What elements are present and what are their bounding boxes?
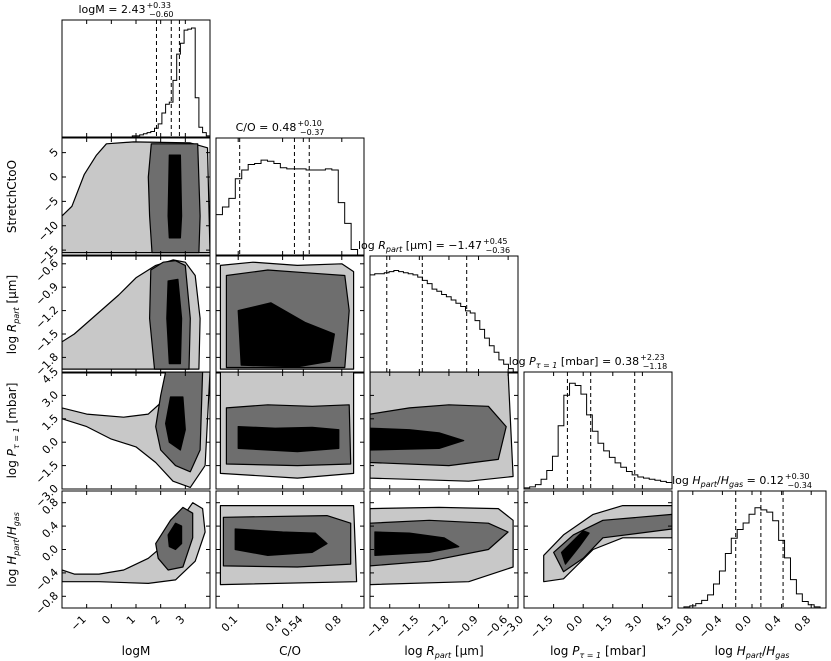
contour-level-1 xyxy=(560,530,590,565)
y-tick-label: −0.4 xyxy=(33,566,61,594)
x-tick-label: −0.4 xyxy=(696,613,724,641)
y-tick-label: −1.5 xyxy=(33,327,61,355)
contours-rpart_ptau xyxy=(370,372,514,482)
x-tick-label: −1.5 xyxy=(393,613,421,641)
y-axis-label-hpart: log Hpart/Hgas xyxy=(5,512,21,587)
contour-level-1 xyxy=(237,426,340,453)
contour-level-1 xyxy=(370,427,465,451)
x-tick-label: 1.5 xyxy=(593,613,615,635)
contours-logM_stretch xyxy=(62,141,210,254)
contour-level-1 xyxy=(374,531,460,556)
contour-level-1 xyxy=(167,522,183,551)
contour-level-1 xyxy=(167,154,183,239)
y-tick-label: −0.8 xyxy=(33,589,61,617)
contour-level-1 xyxy=(234,528,328,556)
hist-title-co: C/O = 0.48+0.10 −0.37 xyxy=(236,119,325,137)
histogram-co xyxy=(215,159,364,256)
x-tick-label: 3.0 xyxy=(623,613,645,635)
y-axis-label-ptau: log Pτ = 1 [mbar] xyxy=(5,383,21,479)
contours-ptau_hpart xyxy=(543,505,672,583)
y-tick-label: 0 xyxy=(47,170,61,184)
x-tick-label: 0.8 xyxy=(792,613,814,635)
hist-panel-co xyxy=(215,137,365,256)
y-tick-label: 3.0 xyxy=(40,388,62,410)
x-tick-label: 0.54 xyxy=(279,613,306,640)
x-tick-label: −1.2 xyxy=(423,613,451,641)
y-tick-label: −0.9 xyxy=(33,280,61,308)
x-tick-label: 0.0 xyxy=(733,613,755,635)
histogram-ptau xyxy=(523,382,673,489)
y-axis-label-stretch: StretchCtoO xyxy=(5,160,19,233)
x-tick-label: 2 xyxy=(149,613,163,627)
histogram-hpart xyxy=(678,507,826,609)
x-tick-label: 1 xyxy=(124,613,138,627)
x-axis-label-co: C/O xyxy=(279,644,301,658)
y-tick-label: 1.5 xyxy=(40,412,62,434)
x-tick-label: 0.1 xyxy=(219,613,241,635)
x-tick-label: 0.4 xyxy=(762,613,784,635)
hist-title-rpart: log Rpart [µm] = −1.47+0.45 −0.36 xyxy=(358,237,510,255)
y-tick-label: −1.5 xyxy=(33,459,61,487)
y-tick-label: 0.4 xyxy=(40,519,62,541)
contours-logM_ptau xyxy=(62,372,210,488)
x-tick-label: 3 xyxy=(173,613,187,627)
x-axis-label-logM: logM xyxy=(122,644,151,658)
contours-co_ptau xyxy=(219,372,355,479)
contours-co_hpart xyxy=(219,505,358,586)
y-tick-label: −10 xyxy=(36,219,62,245)
x-tick-label: 0.8 xyxy=(322,613,344,635)
histogram-rpart xyxy=(369,270,519,373)
y-tick-label: −1.2 xyxy=(33,304,61,332)
hist-panel-hpart xyxy=(677,490,827,609)
hist-panel-rpart xyxy=(369,255,519,374)
contour-level-1 xyxy=(166,278,183,365)
x-tick-label: −1 xyxy=(68,613,89,634)
hist-panel-ptau xyxy=(523,371,673,490)
x-axis-label-ptau: log Pτ = 1 [mbar] xyxy=(550,644,646,660)
contours-logM_rpart xyxy=(62,259,201,370)
hist-title-ptau: log Pτ = 1 [mbar] = 0.38+2.23 −1.18 xyxy=(509,353,667,371)
y-tick-label: 5 xyxy=(47,146,61,160)
contour-level-1 xyxy=(165,396,186,451)
x-axis-label-rpart: log Rpart [µm] xyxy=(404,644,483,660)
contour-level-1 xyxy=(237,302,335,368)
x-tick-label: 0.0 xyxy=(564,613,586,635)
y-tick-label: 0.0 xyxy=(40,435,62,457)
hist-title-logM: logM = 2.43+0.33 −0.60 xyxy=(79,1,174,19)
x-tick-label: 0 xyxy=(99,613,113,627)
x-tick-label: −0.8 xyxy=(667,613,695,641)
contour-level-2 xyxy=(553,513,672,573)
x-tick-label: −1.5 xyxy=(528,613,556,641)
hist-panel-logM xyxy=(61,19,211,138)
contours-co_rpart xyxy=(219,261,355,370)
x-tick-label: −0.9 xyxy=(453,613,481,641)
y-axis-label-rpart: log Rpart [µm] xyxy=(5,275,21,354)
hist-title-hpart: log Hpart/Hgas = 0.12+0.30 −0.34 xyxy=(672,472,812,490)
x-tick-label: −1.8 xyxy=(364,613,392,641)
contours-rpart_hpart xyxy=(370,506,514,586)
contours-logM_hpart xyxy=(62,502,206,584)
y-tick-label: 0.0 xyxy=(40,542,62,564)
histogram-logM xyxy=(62,27,211,138)
y-tick-label: −5 xyxy=(40,194,61,215)
x-axis-label-hpart: log Hpart/Hgas xyxy=(715,644,790,660)
